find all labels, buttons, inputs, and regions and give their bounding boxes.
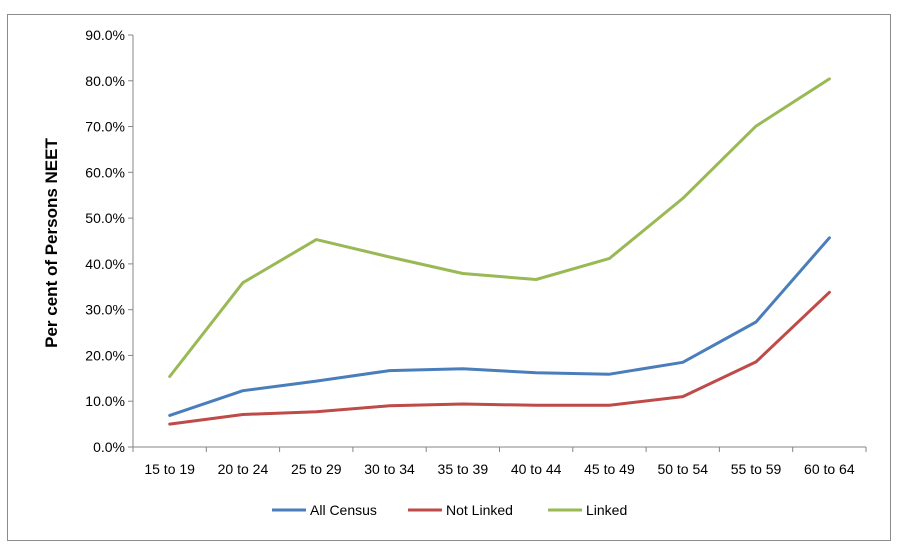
y-axis-label: Per cent of Persons NEET xyxy=(42,138,61,348)
series-lines xyxy=(168,77,831,426)
x-tick-label: 30 to 34 xyxy=(364,461,415,477)
y-tick-label: 20.0% xyxy=(85,347,125,363)
series-line-linked xyxy=(168,77,831,378)
y-axis-ticks: 0.0% 10.0% 20.0% 30.0% 40.0% 50.0% 60.0% 70.0% 8… xyxy=(85,27,133,455)
legend-label-all-census: All Census xyxy=(310,502,377,518)
y-tick-label: 60.0% xyxy=(85,164,125,180)
x-tick-label: 45 to 49 xyxy=(584,461,635,477)
y-tick-label: 0.0% xyxy=(93,439,125,455)
legend-label-not-linked: Not Linked xyxy=(446,502,513,518)
x-tick-label: 50 to 54 xyxy=(657,461,708,477)
x-tick-label: 15 to 19 xyxy=(144,461,195,477)
y-tick-label: 30.0% xyxy=(85,302,125,318)
chart-frame xyxy=(7,14,891,541)
series-line-not-linked xyxy=(168,290,831,426)
x-tick-label: 35 to 39 xyxy=(438,461,489,477)
x-tick-label: 55 to 59 xyxy=(731,461,782,477)
y-tick-label: 40.0% xyxy=(85,256,125,272)
y-tick-label: 10.0% xyxy=(85,393,125,409)
x-tick-label: 25 to 29 xyxy=(291,461,342,477)
y-tick-label: 80.0% xyxy=(85,73,125,89)
legend-label-linked: Linked xyxy=(586,502,627,518)
x-axis-ticks: 15 to 19 20 to 24 25 to 29 30 to 34 35 to 39… xyxy=(132,447,867,477)
y-tick-label: 70.0% xyxy=(85,119,125,135)
y-tick-label: 90.0% xyxy=(85,27,125,43)
chart-axes xyxy=(132,35,866,448)
x-tick-label: 20 to 24 xyxy=(218,461,269,477)
y-tick-label: 50.0% xyxy=(85,210,125,226)
x-tick-label: 60 to 64 xyxy=(804,461,855,477)
series-line-all-census xyxy=(168,236,831,417)
legend: All Census Not Linked Linked xyxy=(272,502,627,518)
x-tick-label: 40 to 44 xyxy=(511,461,562,477)
